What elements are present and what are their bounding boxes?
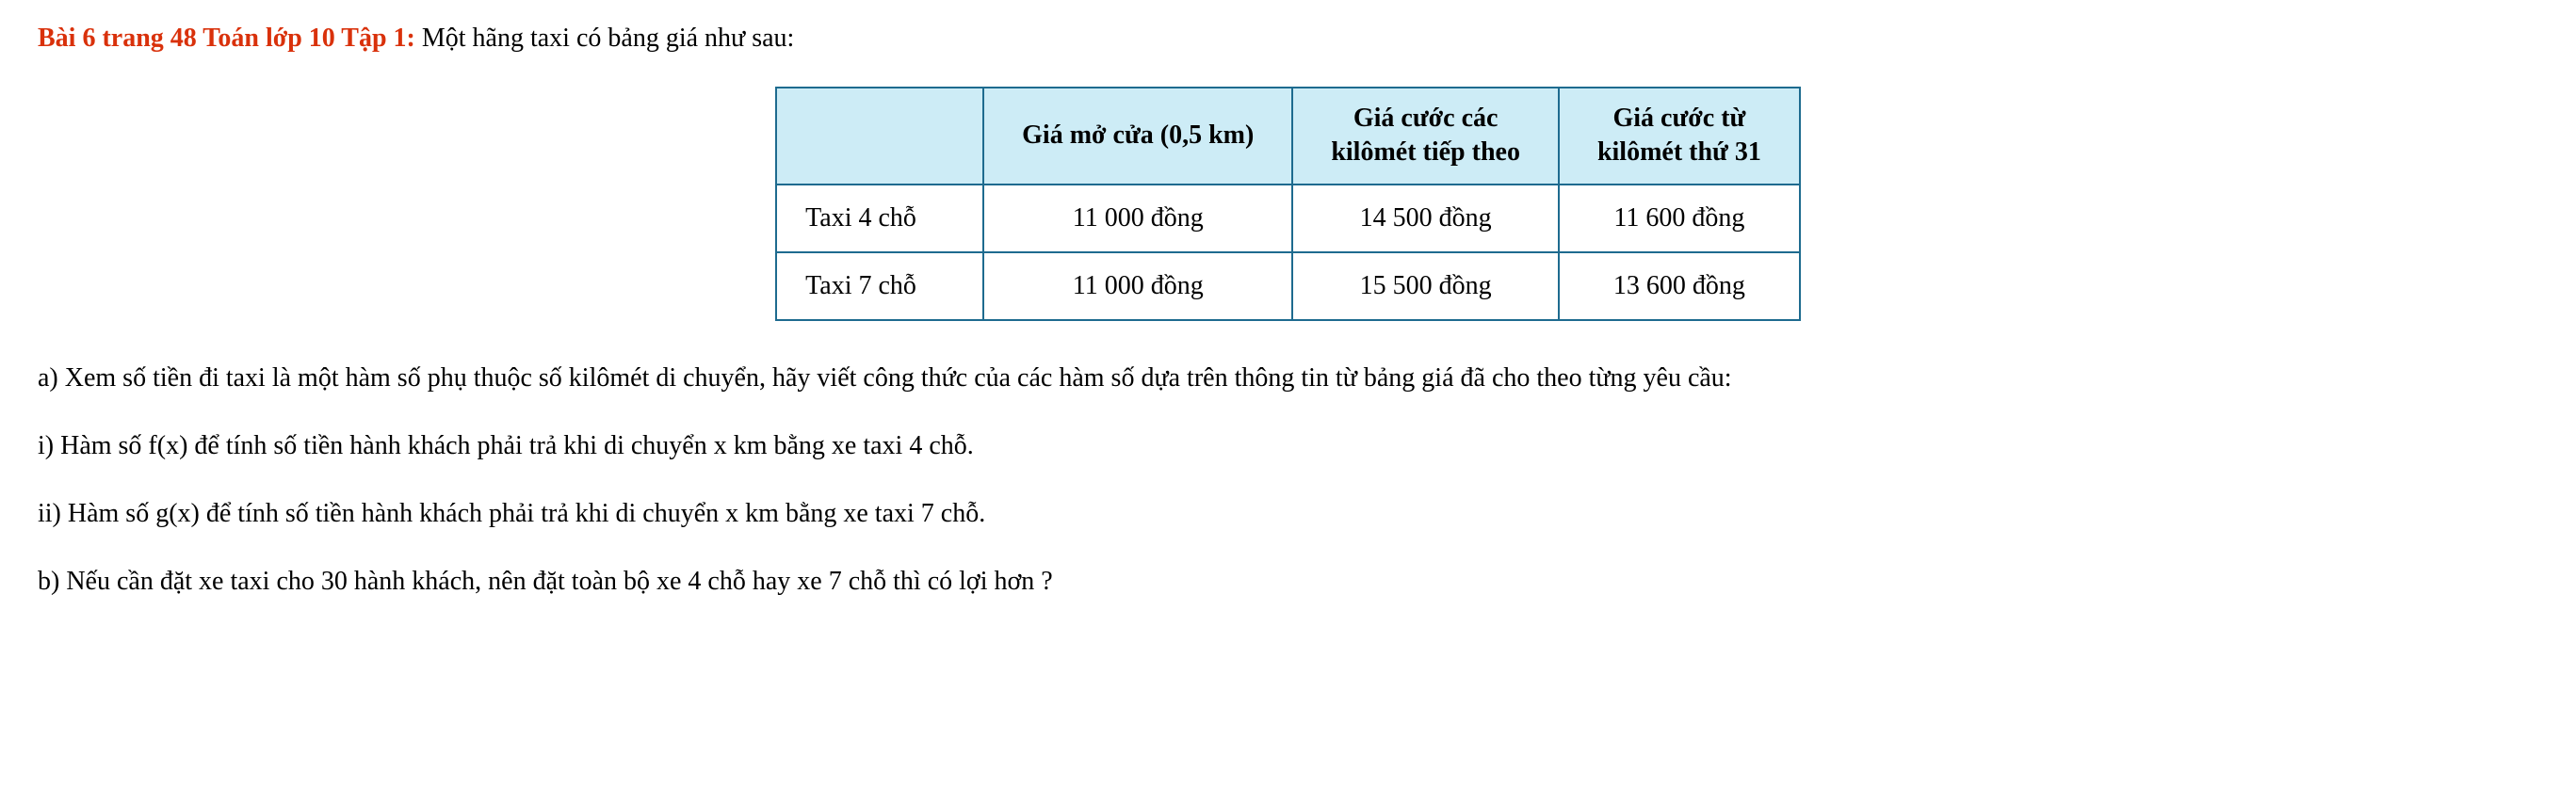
row-taxi4-open: 11 000 đồng: [983, 185, 1292, 252]
title-label-black: Một hãng taxi có bảng giá như sau:: [415, 24, 794, 53]
row-taxi7-next: 15 500 đồng: [1292, 252, 1559, 320]
row-taxi4-next: 14 500 đồng: [1292, 185, 1559, 252]
header-next-km-l2: kilômét tiếp theo: [1331, 136, 1520, 169]
row-taxi7-label: Taxi 7 chỗ: [776, 252, 983, 320]
price-table: Giá mở cửa (0,5 km) Giá cước các kilômét…: [775, 87, 1801, 321]
header-next-km: Giá cước các kilômét tiếp theo: [1292, 88, 1559, 185]
question-i: i) Hàm số f(x) để tính số tiền hành khác…: [38, 426, 2538, 466]
table-row: Taxi 7 chỗ 11 000 đồng 15 500 đồng 13 60…: [776, 252, 1800, 320]
question-ii: ii) Hàm số g(x) để tính số tiền hành khá…: [38, 494, 2538, 534]
row-taxi7-from31: 13 600 đồng: [1559, 252, 1800, 320]
table-header-row: Giá mở cửa (0,5 km) Giá cước các kilômét…: [776, 88, 1800, 185]
title-label-red: Bài 6 trang 48 Toán lớp 10 Tập 1:: [38, 24, 415, 53]
header-from-31-l2: kilômét thứ 31: [1597, 136, 1761, 169]
table-row: Taxi 4 chỗ 11 000 đồng 14 500 đồng 11 60…: [776, 185, 1800, 252]
header-blank: [776, 88, 983, 185]
question-b: b) Nếu cần đặt xe taxi cho 30 hành khách…: [38, 562, 2538, 602]
row-taxi4-from31: 11 600 đồng: [1559, 185, 1800, 252]
header-from-31-l1: Giá cước từ: [1597, 102, 1761, 136]
header-next-km-l1: Giá cước các: [1331, 102, 1520, 136]
exercise-title: Bài 6 trang 48 Toán lớp 10 Tập 1: Một hã…: [38, 19, 2538, 58]
question-a: a) Xem số tiền đi taxi là một hàm số phụ…: [38, 359, 2538, 398]
row-taxi4-label: Taxi 4 chỗ: [776, 185, 983, 252]
row-taxi7-open: 11 000 đồng: [983, 252, 1292, 320]
header-from-31: Giá cước từ kilômét thứ 31: [1559, 88, 1800, 185]
header-open-price: Giá mở cửa (0,5 km): [983, 88, 1292, 185]
price-table-container: Giá mở cửa (0,5 km) Giá cước các kilômét…: [38, 87, 2538, 321]
